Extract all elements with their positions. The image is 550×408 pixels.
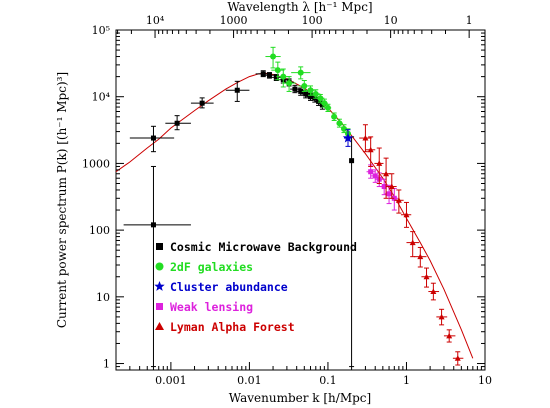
y-tick-label: 1000 (82, 157, 110, 170)
legend-item-lyman-alpha: Lyman Alpha Forest (155, 320, 295, 334)
data-point (292, 86, 298, 92)
data-point (362, 135, 369, 141)
data-point (349, 158, 355, 164)
legend-marker-lyman-alpha (155, 322, 164, 330)
data-point (340, 125, 347, 132)
series-lyman-alpha-forest (359, 124, 464, 366)
top-tick-label: 1 (466, 14, 473, 27)
y-tick-label: 10 (96, 291, 110, 304)
plot-frame (115, 29, 486, 371)
data-point (199, 100, 205, 106)
data-point (336, 120, 343, 127)
data-point (303, 91, 309, 97)
y-tick-label: 10⁴ (92, 91, 111, 104)
data-point (307, 87, 314, 94)
plot-area (115, 29, 486, 371)
data-point (386, 191, 392, 197)
data-point (391, 195, 397, 201)
legend-item-2df: 2dF galaxies (155, 260, 253, 274)
data-point (150, 222, 156, 228)
data-point (423, 273, 430, 280)
data-point (286, 80, 293, 87)
data-point (454, 355, 461, 361)
data-point (260, 71, 266, 77)
data-point (301, 82, 308, 89)
legend-label-2df: 2dF galaxies (170, 260, 253, 274)
data-point (446, 332, 453, 339)
data-point (316, 98, 322, 104)
data-point (403, 211, 410, 218)
data-point (383, 170, 390, 177)
data-point (270, 53, 277, 60)
data-point (367, 146, 374, 153)
legend-item-cmb: Cosmic Microwave Background (156, 240, 357, 254)
data-point (331, 113, 338, 120)
x-tick-label: 0.001 (155, 374, 187, 387)
series-cluster-abundance (342, 129, 354, 147)
data-point (234, 87, 240, 93)
data-point (297, 69, 304, 76)
data-point (395, 197, 402, 203)
top-axis-title: Wavelength λ [h⁻¹ Mpc] (227, 0, 372, 14)
legend-marker-weak-lensing (156, 303, 163, 310)
legend-label-lyman-alpha: Lyman Alpha Forest (170, 320, 295, 334)
data-point (438, 313, 445, 320)
data-point (266, 72, 272, 78)
data-point (150, 135, 156, 141)
data-point (273, 74, 279, 80)
data-point (174, 120, 180, 126)
data-point (417, 253, 424, 260)
data-point (372, 173, 378, 179)
data-point (342, 132, 354, 143)
data-point (368, 169, 374, 175)
legend-marker-cluster (154, 281, 165, 291)
legend-label-cmb: Cosmic Microwave Background (170, 240, 357, 254)
data-point (274, 67, 281, 74)
data-point (388, 183, 395, 190)
x-tick-label: 0.1 (319, 374, 337, 387)
data-point (409, 239, 416, 246)
data-point (381, 184, 387, 190)
data-point (317, 95, 324, 102)
legend-label-weak-lensing: Weak lensing (170, 300, 253, 314)
data-point (298, 88, 304, 94)
data-point (430, 288, 437, 295)
y-axis-title: Current power spectrum P(k) [(h⁻¹ Mpc)³] (55, 72, 69, 328)
y-tick-label: 10⁵ (92, 24, 110, 37)
y-tick-label: 100 (89, 224, 110, 237)
legend-label-cluster: Cluster abundance (170, 280, 288, 294)
y-tick-label: 1 (103, 358, 110, 371)
model-curve (115, 72, 474, 359)
data-point (308, 94, 314, 100)
model-curve-layer (115, 72, 474, 359)
x-tick-label: 0.01 (237, 374, 262, 387)
data-series-layer (123, 46, 464, 368)
legend-item-cluster: Cluster abundance (154, 280, 288, 294)
data-point (324, 104, 331, 111)
axes: 0.001 0.01 0.1 1 10 1 10 100 1000 10⁴ 10⁵ 10⁴ 1000 10… (82, 14, 492, 387)
data-point (280, 73, 287, 80)
x-axis-title: Wavenumber k [h/Mpc] (229, 391, 371, 405)
data-point (312, 90, 319, 97)
legend-marker-2df (155, 262, 164, 271)
top-tick-label: 10 (384, 14, 398, 27)
x-tick-label: 1 (403, 374, 410, 387)
data-point (321, 100, 328, 107)
top-tick-label: 10⁴ (146, 14, 165, 27)
legend-item-weak-lensing: Weak lensing (156, 300, 253, 314)
legend: Cosmic Microwave Background 2dF galaxies… (154, 240, 357, 334)
top-tick-label: 100 (302, 14, 323, 27)
legend-marker-cmb (156, 243, 163, 250)
top-tick-label: 1000 (220, 14, 248, 27)
data-point (376, 160, 383, 166)
x-tick-label: 10 (478, 374, 492, 387)
